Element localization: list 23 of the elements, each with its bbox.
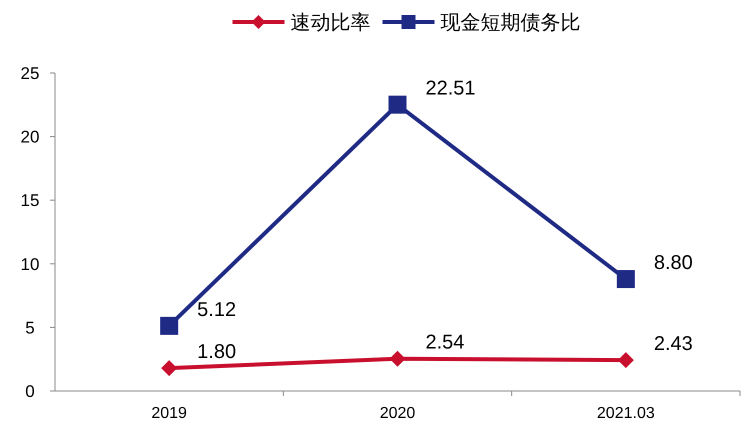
point <box>388 96 406 114</box>
legend-label: 现金短期债务比 <box>440 12 580 34</box>
point <box>161 360 178 376</box>
y-tick-label: 20 <box>20 128 40 147</box>
point <box>160 316 178 335</box>
data-label: 8.80 <box>654 252 693 274</box>
point <box>618 352 634 368</box>
legend-label: 速动比率 <box>290 12 370 34</box>
y-tick-label: 10 <box>20 254 40 274</box>
x-tick-label: 2021.03 <box>596 405 655 422</box>
x-tick-label: 2019 <box>151 405 188 422</box>
point <box>390 350 406 367</box>
y-tick-label: 5 <box>25 318 35 338</box>
y-tick-label: 25 <box>20 64 40 83</box>
data-label: 1.80 <box>197 341 236 364</box>
x-tick-label: 2020 <box>380 405 416 422</box>
point <box>616 270 635 288</box>
data-label: 22.51 <box>426 78 476 100</box>
y-tick-label: 15 <box>20 191 40 210</box>
y-tick-label: 0 <box>25 382 35 401</box>
data-label: 2.54 <box>426 332 464 354</box>
data-label: 5.12 <box>197 298 236 321</box>
data-label: 2.43 <box>654 333 693 356</box>
